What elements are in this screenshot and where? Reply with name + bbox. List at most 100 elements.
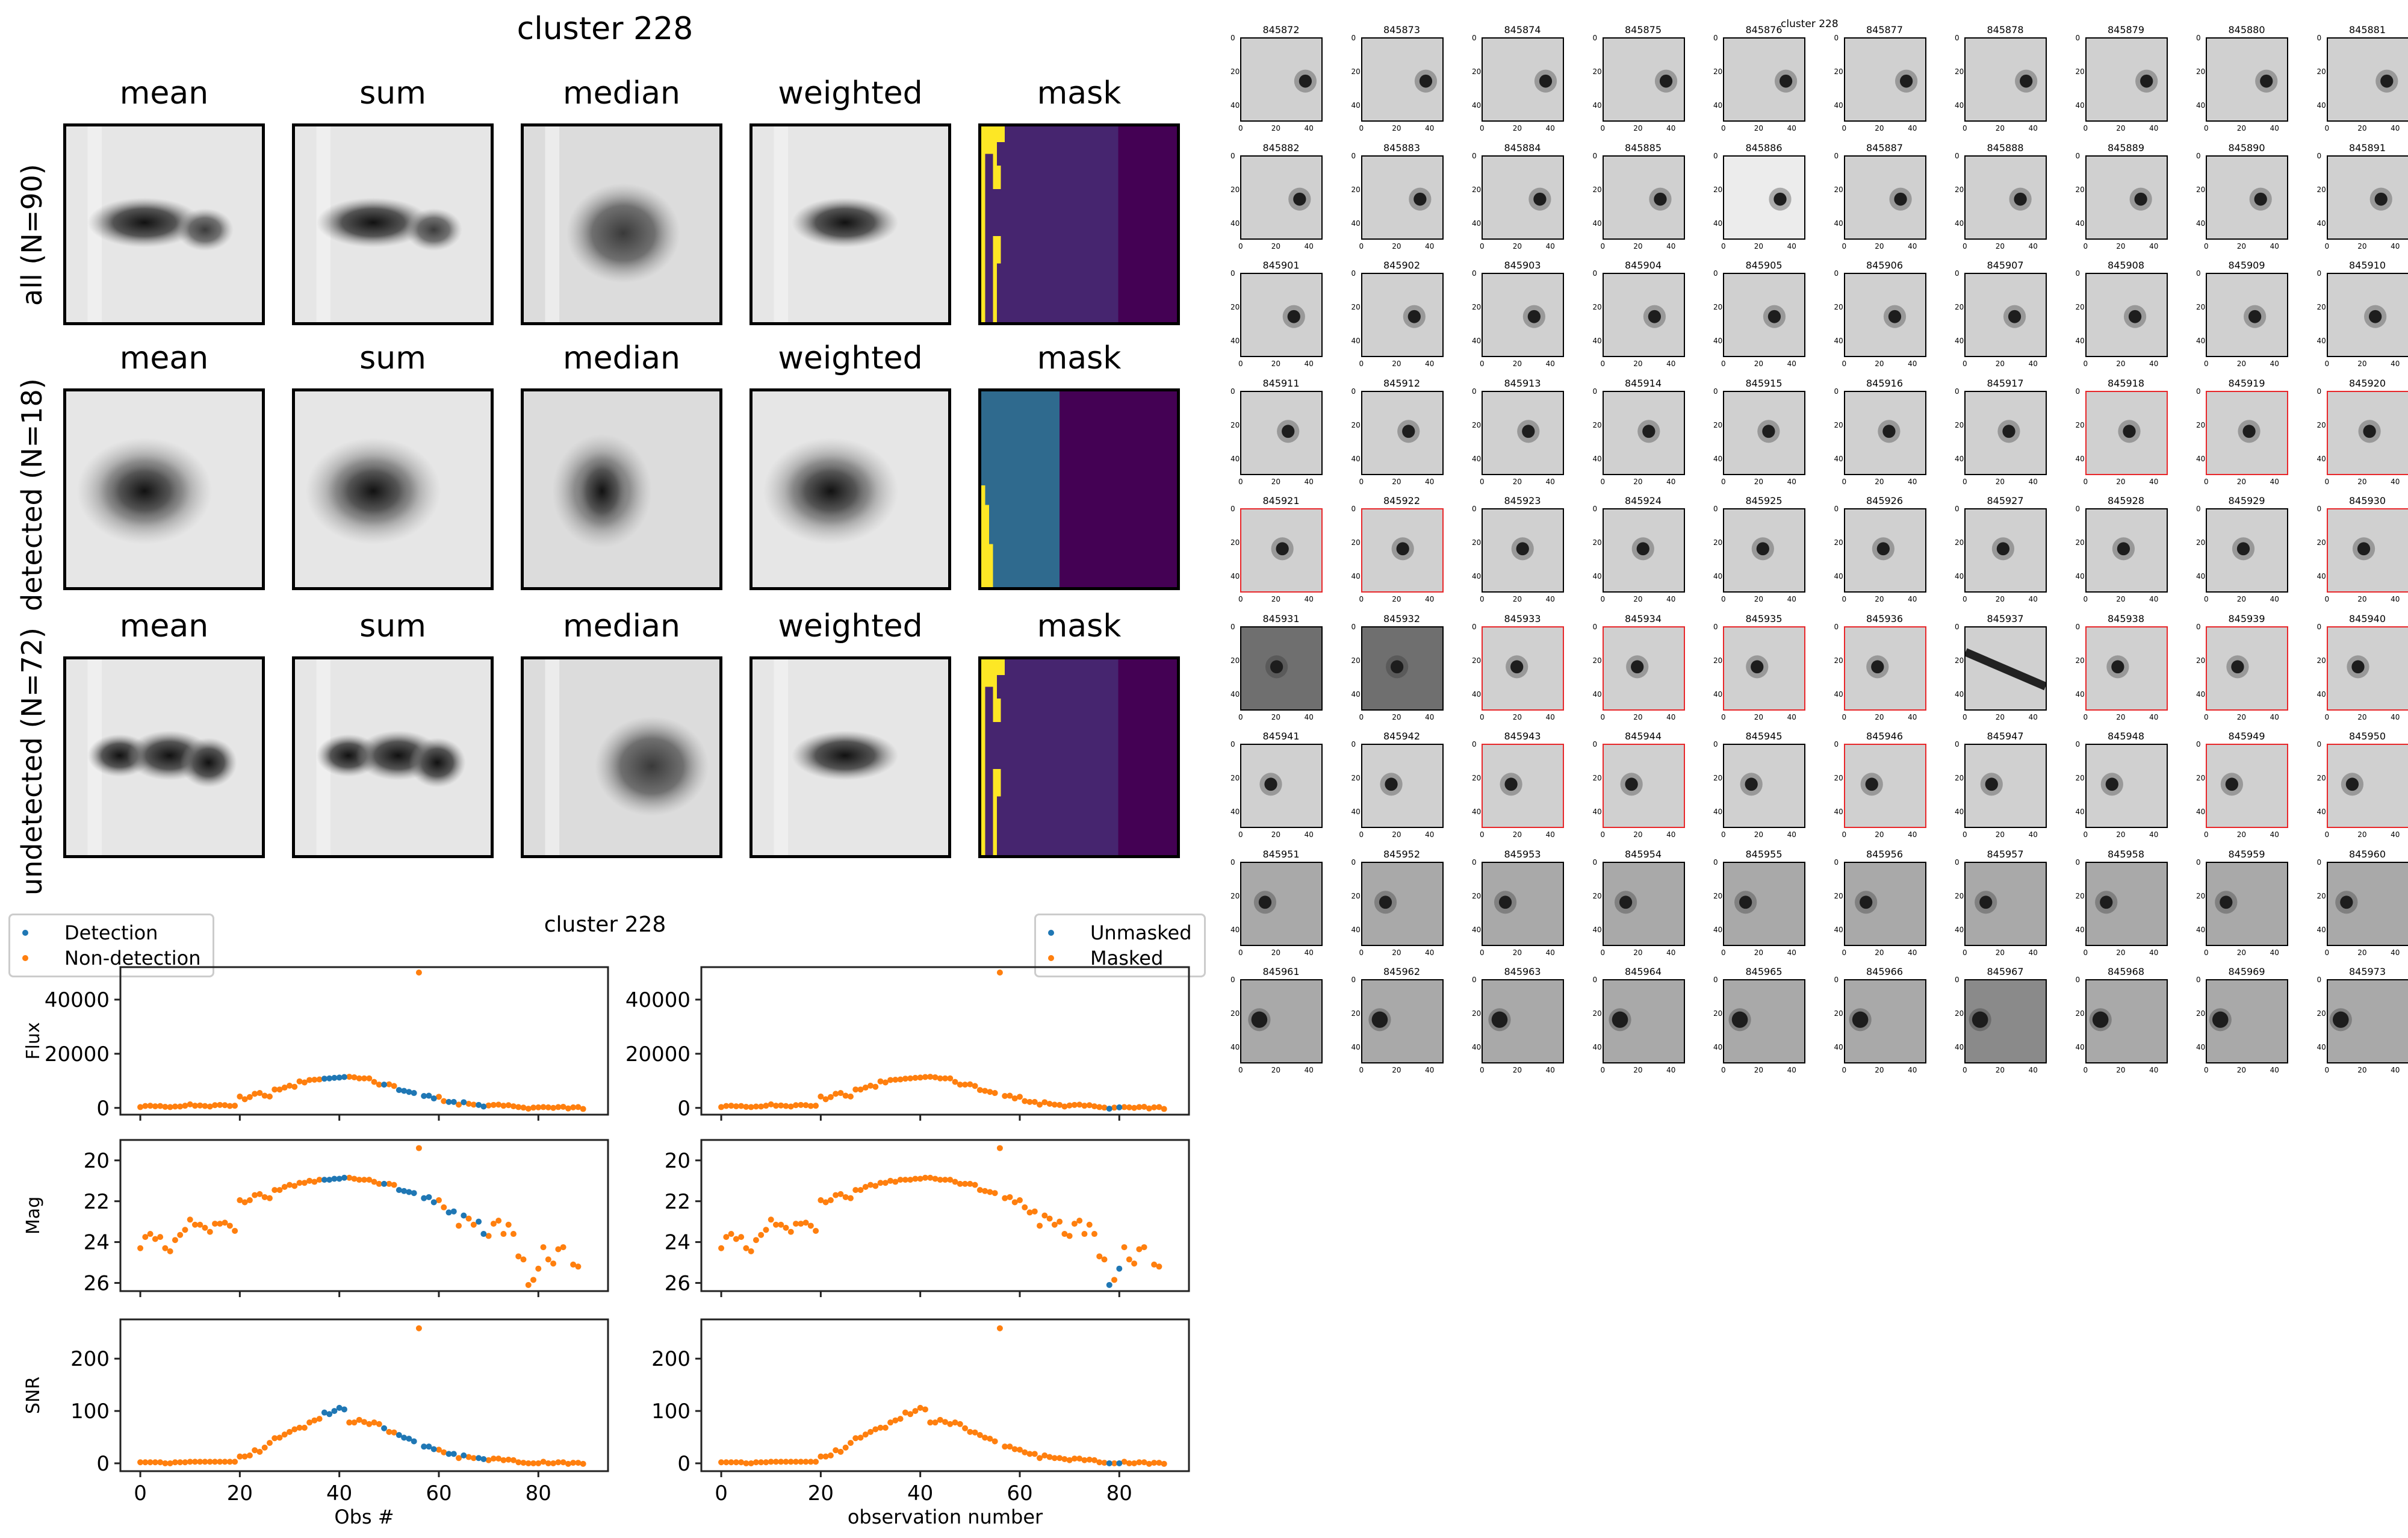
thumbnail-845922[interactable] [1361,508,1444,593]
thumbnail-845909[interactable] [2206,273,2288,357]
thumbnail-845942[interactable] [1361,744,1444,828]
thumbnail-845953[interactable] [1482,861,1564,946]
thumbnail-845948[interactable] [2085,744,2168,828]
thumbnail-845973[interactable] [2326,979,2408,1063]
thumbnail-845939[interactable] [2206,626,2288,711]
thumbnail-845921[interactable] [1240,508,1323,593]
thumbnail-845884[interactable] [1482,155,1564,240]
thumbnail-y-tick: 20 [2316,891,2326,900]
thumbnail-845903[interactable] [1482,273,1564,357]
thumbnail-845886[interactable] [1723,155,1805,240]
thumbnail-845923[interactable] [1482,508,1564,593]
thumbnail-845955[interactable] [1723,861,1805,946]
thumbnail-845906[interactable] [1843,273,1926,357]
thumbnail-845932[interactable] [1361,626,1444,711]
thumbnail-845926[interactable] [1843,508,1926,593]
thumbnail-845910[interactable] [2326,273,2408,357]
thumbnail-845950[interactable] [2326,744,2408,828]
thumbnail-y-tick: 40 [1955,101,1964,110]
thumbnail-845915[interactable] [1723,390,1805,475]
thumbnail-845918[interactable] [2085,390,2168,475]
thumbnail-845968[interactable] [2085,979,2168,1063]
thumbnail-845952[interactable] [1361,861,1444,946]
thumbnail-845963[interactable] [1482,979,1564,1063]
thumbnail-845917[interactable] [1964,390,2047,475]
thumbnail-845933[interactable] [1482,626,1564,711]
thumbnail-845920[interactable] [2326,390,2408,475]
thumbnail-845887[interactable] [1843,155,1926,240]
thumbnail-title: 845959 [2228,848,2265,860]
thumbnail-845875[interactable] [1602,37,1685,122]
thumbnail-845949[interactable] [2206,744,2288,828]
data-point [321,1177,327,1183]
thumbnail-845907[interactable] [1964,273,2047,357]
thumbnail-845931[interactable] [1240,626,1323,711]
thumbnail-845904[interactable] [1602,273,1685,357]
thumbnail-845914[interactable] [1602,390,1685,475]
thumbnail-845956[interactable] [1843,861,1926,946]
thumbnail-845940[interactable] [2326,626,2408,711]
thumbnail-845913[interactable] [1482,390,1564,475]
thumbnail-845885[interactable] [1602,155,1685,240]
thumbnail-845944[interactable] [1602,744,1685,828]
thumbnail-845957[interactable] [1964,861,2047,946]
thumbnail-845919[interactable] [2206,390,2288,475]
thumbnail-845967[interactable] [1964,979,2047,1063]
thumbnail-845924[interactable] [1602,508,1685,593]
thumbnail-845874[interactable] [1482,37,1564,122]
thumbnail-845964[interactable] [1602,979,1685,1063]
thumbnail-845928[interactable] [2085,508,2168,593]
thumbnail-845873[interactable] [1361,37,1444,122]
thumbnail-845958[interactable] [2085,861,2168,946]
thumbnail-x-tick: 20 [2116,712,2126,721]
thumbnail-845941[interactable] [1240,744,1323,828]
thumbnail-845936[interactable] [1843,626,1926,711]
thumbnail-845891[interactable] [2326,155,2408,240]
thumbnail-845954[interactable] [1602,861,1685,946]
thumbnail-845901[interactable] [1240,273,1323,357]
data-point [331,1408,338,1415]
thumbnail-845879[interactable] [2085,37,2168,122]
thumbnail-845951[interactable] [1240,861,1323,946]
thumbnail-845890[interactable] [2206,155,2288,240]
thumbnail-845872[interactable] [1240,37,1323,122]
thumbnail-845889[interactable] [2085,155,2168,240]
thumbnail-845960[interactable] [2326,861,2408,946]
thumbnail-845965[interactable] [1723,979,1805,1063]
thumbnail-845934[interactable] [1602,626,1685,711]
data-point [1116,1104,1123,1110]
thumbnail-845929[interactable] [2206,508,2288,593]
thumbnail-845925[interactable] [1723,508,1805,593]
thumbnail-845943[interactable] [1482,744,1564,828]
thumbnail-y-tick: 0 [2196,622,2201,631]
thumbnail-845935[interactable] [1723,626,1805,711]
thumbnail-845882[interactable] [1240,155,1323,240]
thumbnail-845911[interactable] [1240,390,1323,475]
thumbnail-845959[interactable] [2206,861,2288,946]
thumbnail-845902[interactable] [1361,273,1444,357]
thumbnail-845937[interactable] [1964,626,2047,711]
thumbnail-845969[interactable] [2206,979,2288,1063]
thumbnail-845947[interactable] [1964,744,2047,828]
thumbnail-845966[interactable] [1843,979,1926,1063]
thumbnail-845888[interactable] [1964,155,2047,240]
thumbnail-845930[interactable] [2326,508,2408,593]
thumbnail-845876[interactable] [1723,37,1805,122]
thumbnail-845912[interactable] [1361,390,1444,475]
thumbnail-845908[interactable] [2085,273,2168,357]
axes-frame [700,1318,1190,1472]
thumbnail-845877[interactable] [1843,37,1926,122]
thumbnail-845883[interactable] [1361,155,1444,240]
thumbnail-845880[interactable] [2206,37,2288,122]
thumbnail-845878[interactable] [1964,37,2047,122]
thumbnail-845945[interactable] [1723,744,1805,828]
thumbnail-845962[interactable] [1361,979,1444,1063]
thumbnail-845881[interactable] [2326,37,2408,122]
thumbnail-845916[interactable] [1843,390,1926,475]
thumbnail-845961[interactable] [1240,979,1323,1063]
data-point [321,1409,327,1416]
thumbnail-845905[interactable] [1723,273,1805,357]
thumbnail-845938[interactable] [2085,626,2168,711]
thumbnail-845946[interactable] [1843,744,1926,828]
thumbnail-845927[interactable] [1964,508,2047,593]
